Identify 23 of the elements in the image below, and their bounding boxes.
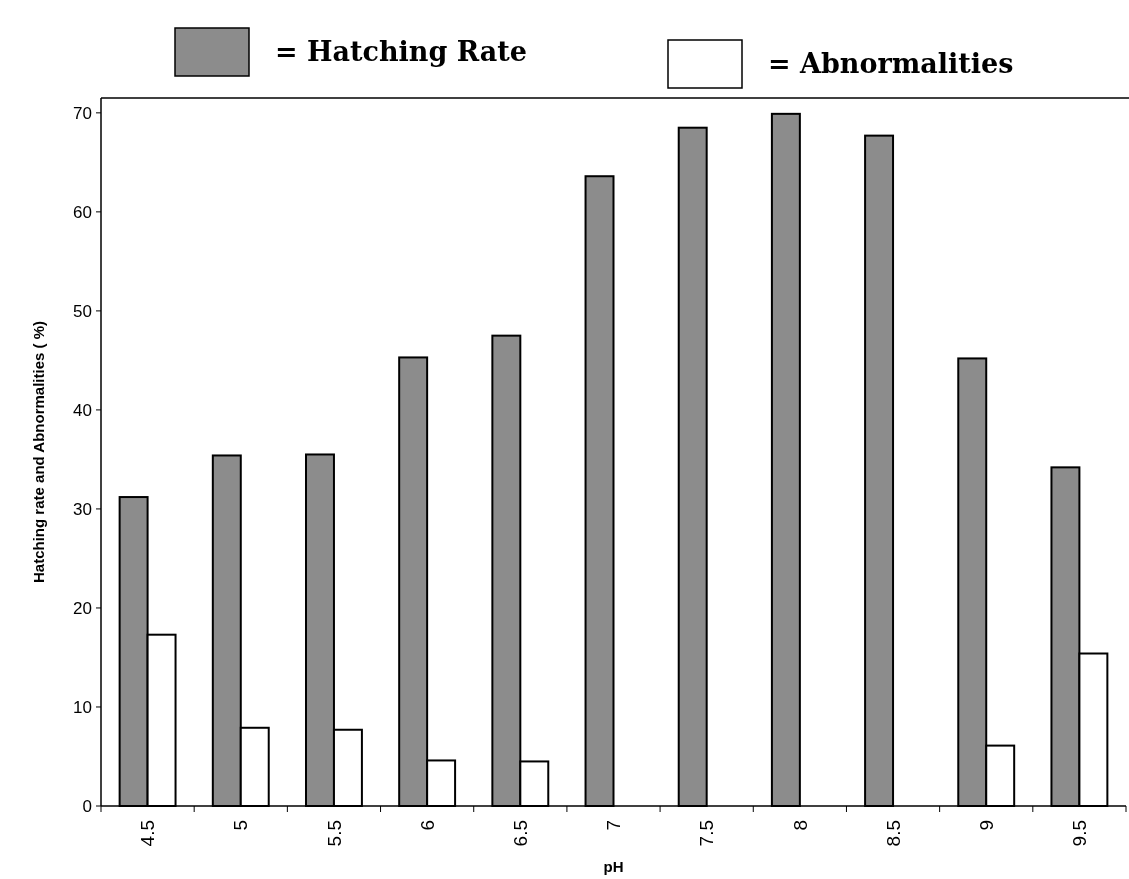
y-tick-label: 50 — [73, 301, 92, 321]
x-tick-label: 8 — [789, 820, 811, 831]
y-tick-label: 40 — [73, 400, 92, 420]
x-tick-label: 7.5 — [696, 820, 718, 847]
x-tick-label: 5.5 — [323, 820, 345, 847]
x-tick-label: 8.5 — [882, 820, 904, 847]
x-axis-title: pH — [603, 858, 624, 875]
x-tick-label: 9.5 — [1069, 820, 1091, 847]
legend-label: = Abnormalities — [768, 48, 1014, 79]
x-tick-label: 6 — [416, 820, 438, 831]
y-axis-title: Hatching rate and Abnormalities ( %) — [30, 321, 47, 583]
x-tick-label: 4.5 — [137, 820, 159, 847]
x-tick-label: 7 — [603, 820, 625, 831]
y-tick-label: 30 — [73, 499, 92, 519]
y-tick-label: 0 — [82, 796, 92, 816]
x-tick-label: 5 — [230, 820, 252, 831]
legend-label: = Hatching Rate — [275, 36, 527, 67]
x-tick-label: 9 — [975, 820, 997, 831]
x-tick-label: 6.5 — [509, 820, 531, 847]
y-tick-label: 10 — [73, 697, 92, 717]
y-tick-label: 70 — [73, 103, 92, 123]
y-tick-label: 20 — [73, 598, 92, 618]
y-tick-label: 60 — [73, 202, 92, 222]
